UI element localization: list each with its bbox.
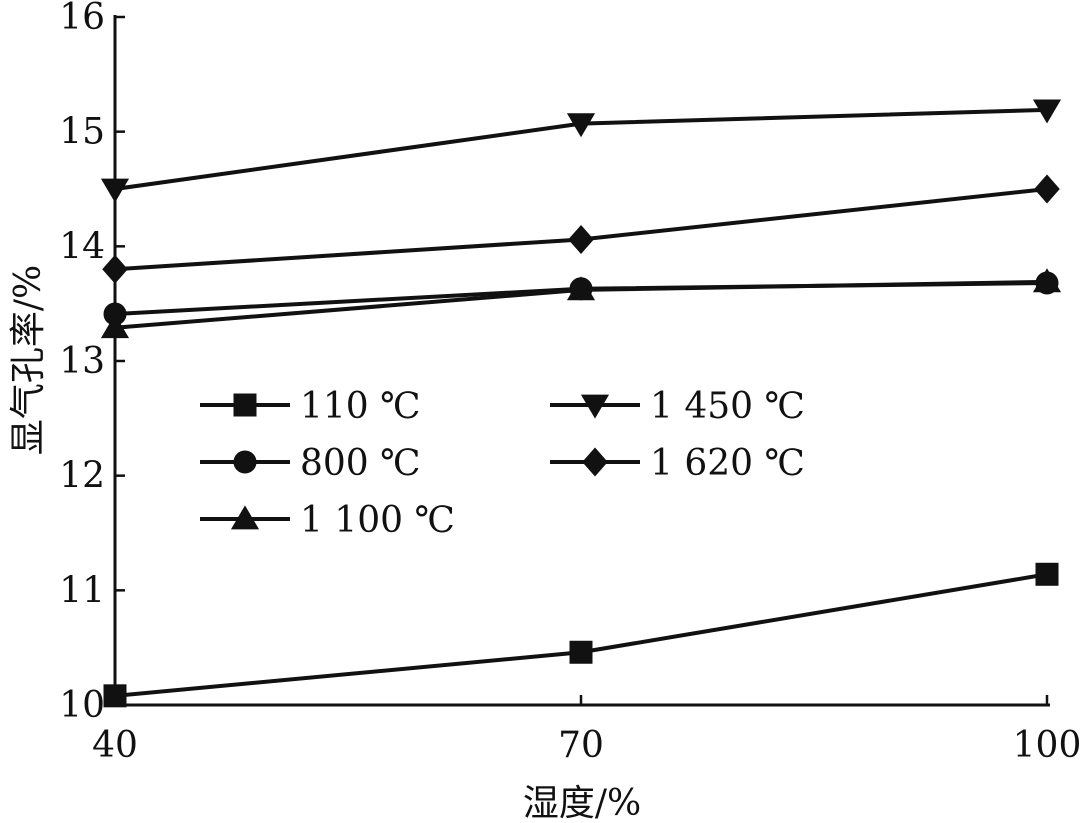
legend-label: 110 ℃ xyxy=(300,386,420,427)
y-tick-label: 15 xyxy=(59,112,105,153)
legend-item: 1 620 ℃ xyxy=(550,443,805,484)
x-tick-label: 40 xyxy=(92,725,138,766)
y-tick-label: 12 xyxy=(59,456,105,497)
x-ticks: 40 70 100 xyxy=(92,695,1080,766)
y-ticks: 10 11 12 13 14 15 16 xyxy=(59,0,125,726)
data-point-triangle-up xyxy=(100,314,130,339)
legend-label: 1 620 ℃ xyxy=(650,443,805,484)
data-point-diamond xyxy=(582,447,608,477)
series-diamond xyxy=(102,174,1060,284)
x-tick-label: 100 xyxy=(1013,725,1080,766)
series-triangle-up xyxy=(100,268,1062,339)
y-tick-label: 16 xyxy=(59,0,105,38)
legend-item: 1 450 ℃ xyxy=(550,386,805,427)
data-point-triangle-up xyxy=(230,505,260,530)
data-point-square xyxy=(103,684,127,708)
data-point-square xyxy=(233,393,257,417)
data-point-triangle-up xyxy=(566,276,596,301)
series-triangle-down xyxy=(100,99,1062,203)
data-point-square xyxy=(569,640,593,664)
x-tick-label: 70 xyxy=(558,725,604,766)
legend-label: 800 ℃ xyxy=(300,443,420,484)
data-point-triangle-down xyxy=(1032,99,1062,124)
data-point-triangle-down xyxy=(566,113,596,138)
legend-label: 1 450 ℃ xyxy=(650,386,805,427)
legend-item: 800 ℃ xyxy=(200,443,420,484)
data-point-diamond xyxy=(1034,174,1060,204)
data-point-triangle-up xyxy=(1032,268,1062,293)
data-point-diamond xyxy=(102,254,128,284)
data-point-triangle-down xyxy=(100,178,130,203)
y-axis-title: 显气孔率/% xyxy=(8,265,49,455)
series-line xyxy=(114,572,1048,698)
y-tick-label: 11 xyxy=(59,570,105,611)
y-tick-label: 14 xyxy=(59,226,105,267)
data-point-triangle-down xyxy=(580,394,610,419)
legend-item: 110 ℃ xyxy=(200,386,420,427)
x-axis-title: 湿度/% xyxy=(523,783,641,823)
data-point-circle xyxy=(233,450,257,474)
y-tick-label: 13 xyxy=(59,341,105,382)
legend-item: 1 100 ℃ xyxy=(200,500,455,541)
data-point-diamond xyxy=(568,224,594,254)
y-tick-label: 10 xyxy=(59,685,105,726)
legend: 110 ℃ 800 ℃ 1 100 ℃ 1 450 ℃ 1 620 ℃ xyxy=(200,386,805,541)
data-point-square xyxy=(1035,562,1059,586)
series-layer xyxy=(100,99,1062,708)
series-square xyxy=(103,562,1059,708)
legend-label: 1 100 ℃ xyxy=(300,500,455,541)
